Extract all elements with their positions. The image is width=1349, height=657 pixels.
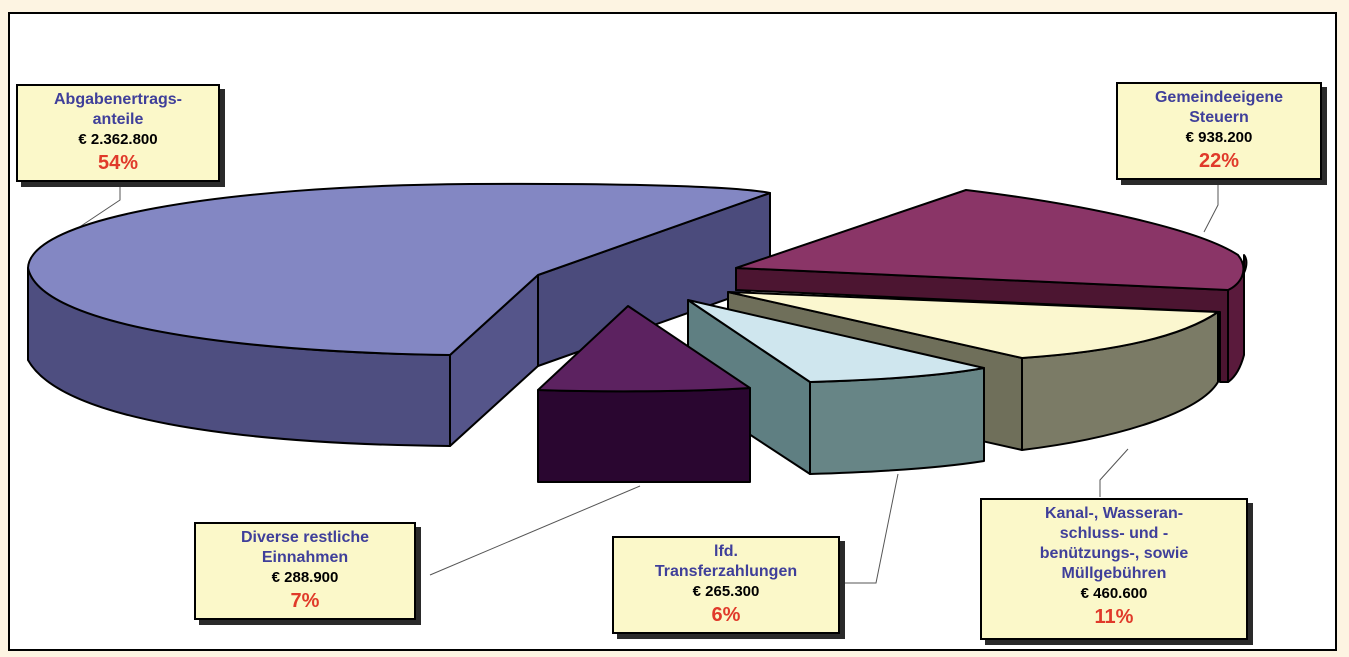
label-kanal: Kanal-, Wasseran- schluss- und - benützu…: [980, 498, 1248, 640]
label-diverse-name-line1: Diverse restliche: [240, 529, 370, 546]
label-kanal-amount: € 460.600: [1080, 585, 1148, 602]
slice-abgaben: [27, 182, 771, 447]
leader-line-steuern: [1203, 180, 1219, 233]
label-diverse: Diverse restliche Einnahmen € 288.900 7%: [194, 522, 416, 620]
label-abgaben-amount: € 2.362.800: [78, 131, 158, 148]
label-transfer-amount: € 265.300: [692, 583, 760, 600]
label-kanal-name-line3: benützungs-, sowie: [1039, 545, 1189, 562]
label-kanal-name-line2: schluss- und -: [1059, 525, 1169, 542]
slice-kanal-top: [727, 291, 1219, 359]
label-transfer-name-line1: lfd.: [714, 543, 738, 560]
label-diverse-name-line2: Einnahmen: [261, 549, 349, 566]
label-abgaben: Abgabenertrags- anteile € 2.362.800 54%: [16, 84, 220, 182]
label-steuern-name-line1: Gemeindeeigene: [1154, 89, 1284, 106]
label-abgaben-name-line2: anteile: [92, 111, 144, 128]
label-kanal-percent: 11%: [1094, 606, 1134, 628]
label-diverse-percent: 7%: [290, 590, 320, 612]
slice-transfer-outer-side: [809, 367, 985, 475]
slice-transfer-top: [687, 299, 985, 383]
slice-abgaben-top: [27, 182, 771, 356]
label-steuern: Gemeindeeigene Steuern € 938.200 22%: [1116, 82, 1322, 180]
slice-transfer: [687, 299, 985, 475]
slice-diverse: [537, 305, 751, 483]
slice-steuern: [735, 189, 1248, 383]
label-steuern-percent: 22%: [1198, 150, 1240, 172]
slice-steuern-top: [735, 189, 1245, 291]
label-diverse-amount: € 288.900: [271, 569, 339, 586]
leader-line-diverse: [429, 485, 641, 576]
label-transfer: lfd. Transferzahlungen € 265.300 6%: [612, 536, 840, 634]
label-kanal-name-line4: Müllgebühren: [1061, 565, 1167, 582]
label-abgaben-percent: 54%: [97, 152, 139, 174]
leader-line-transfer: [842, 473, 899, 584]
slice-diverse-top: [537, 305, 751, 393]
label-kanal-name-line1: Kanal-, Wasseran-: [1044, 505, 1184, 522]
label-abgaben-name-line1: Abgabenertrags-: [53, 91, 183, 108]
leader-line-kanal: [1099, 448, 1129, 497]
label-steuern-amount: € 938.200: [1185, 129, 1253, 146]
label-transfer-name-line2: Transferzahlungen: [654, 563, 798, 580]
label-transfer-percent: 6%: [711, 604, 741, 626]
slice-diverse-front-side: [537, 387, 751, 483]
label-steuern-name-line2: Steuern: [1189, 109, 1249, 126]
